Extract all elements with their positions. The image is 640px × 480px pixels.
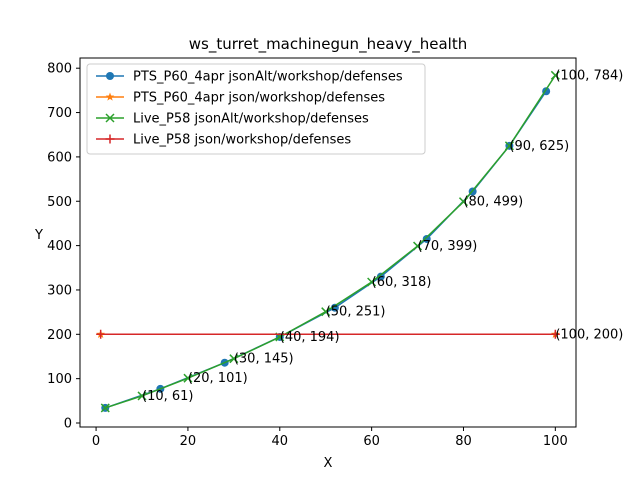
data-point: [321, 307, 331, 317]
legend-marker: [105, 134, 115, 144]
legend-entry: Live_P58 json/workshop/defenses: [133, 133, 351, 148]
y-axis-label: Y: [34, 228, 43, 243]
legend-entry: PTS_P60_4apr jsonAlt/workshop/defenses: [133, 70, 403, 85]
data-point: [330, 303, 339, 312]
point-annotations: (10, 61) (20, 101) (30, 145) (40, 194) (50, …: [142, 68, 623, 404]
x-tick-label: 20: [180, 434, 197, 449]
axes-frame: [79, 57, 577, 428]
legend-marker: [105, 92, 115, 101]
data-label: (100, 784): [555, 68, 623, 83]
data-point: [183, 373, 193, 383]
legend-marker: [106, 72, 114, 80]
y-tick-label: 600: [47, 150, 72, 165]
x-tick-label: 40: [272, 434, 289, 449]
legend-box: [86, 63, 426, 155]
y-tick-label: 300: [47, 283, 72, 298]
data-point: [229, 354, 239, 364]
data-label: (90, 625): [509, 139, 569, 154]
x-axis: 0 20 40 60 80 100: [92, 427, 568, 449]
legend-entry: Live_P58 jsonAlt/workshop/defenses: [133, 112, 369, 127]
x-tick-label: 60: [363, 434, 380, 449]
data-label: (100, 200): [555, 327, 623, 342]
y-tick-label: 0: [64, 417, 72, 432]
series-2: [100, 70, 560, 413]
data-point: [458, 197, 469, 207]
y-tick-label: 400: [47, 239, 72, 254]
y-axis: 0 100 200 300 400 500 600 700 800: [47, 62, 80, 432]
y-tick-label: 500: [47, 195, 72, 210]
data-label: (10, 61): [142, 389, 194, 404]
legend: PTS_P60_4apr jsonAlt/workshop/defenses PT…: [86, 63, 426, 155]
data-point: [100, 403, 110, 413]
data-point: [367, 277, 377, 287]
y-tick-label: 100: [47, 372, 72, 387]
chart-title: ws_turret_machinegun_heavy_health: [189, 35, 467, 54]
data-point: [96, 329, 106, 339]
data-point: [550, 329, 560, 339]
data-point: [504, 141, 514, 151]
y-tick-label: 700: [47, 106, 72, 121]
data-label: (30, 145): [234, 352, 294, 367]
data-label: (40, 194): [280, 330, 340, 345]
x-tick-label: 100: [543, 434, 568, 449]
series-3: [96, 329, 560, 339]
data-label: (20, 101): [188, 371, 248, 386]
x-tick-label: 80: [455, 434, 472, 449]
legend-marker: [105, 113, 115, 123]
y-tick-label: 800: [47, 62, 72, 77]
data-label: (70, 399): [418, 239, 478, 254]
data-label: (60, 318): [372, 275, 432, 290]
data-point: [550, 70, 560, 80]
plot-area: [96, 70, 560, 413]
legend-entry: PTS_P60_4apr json/workshop/defenses: [133, 91, 385, 106]
y-tick-label: 200: [47, 328, 72, 343]
data-point: [413, 241, 423, 251]
x-tick-label: 0: [92, 434, 100, 449]
data-label: (80, 499): [463, 195, 523, 210]
x-axis-label: X: [324, 456, 333, 471]
data-point: [422, 234, 431, 243]
data-label: (50, 251): [326, 305, 386, 320]
data-point: [137, 391, 147, 401]
data-point: [376, 272, 385, 281]
